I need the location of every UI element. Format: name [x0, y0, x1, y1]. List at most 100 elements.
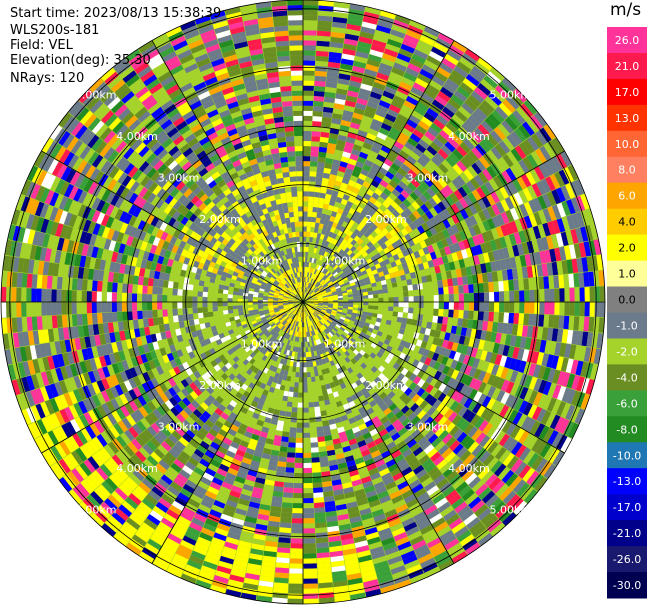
- velocity-gate: [463, 302, 470, 311]
- velocity-gate: [376, 154, 386, 163]
- velocity-gate: [508, 279, 515, 291]
- velocity-gate: [313, 232, 318, 238]
- velocity-gate: [420, 153, 431, 164]
- velocity-gate: [335, 212, 342, 220]
- velocity-gate: [518, 400, 529, 414]
- velocity-gate: [376, 285, 383, 290]
- velocity-gate: [275, 567, 289, 574]
- velocity-gate: [316, 307, 322, 311]
- velocity-gate: [314, 517, 327, 524]
- velocity-gate: [380, 212, 389, 220]
- velocity-gate: [410, 351, 418, 359]
- velocity-gate: [478, 311, 484, 321]
- velocity-gate: [347, 90, 359, 98]
- velocity-gate: [333, 228, 340, 235]
- velocity-gate: [312, 303, 318, 306]
- velocity-gate: [321, 293, 327, 296]
- velocity-gate: [525, 418, 537, 433]
- velocity-gate: [299, 362, 303, 368]
- velocity-gate: [312, 279, 316, 285]
- velocity-gate: [407, 239, 415, 247]
- velocity-gate: [439, 347, 447, 356]
- velocity-gate: [505, 368, 514, 381]
- velocity-gate: [453, 309, 459, 318]
- velocity-gate: [312, 206, 318, 213]
- velocity-gate: [328, 317, 334, 322]
- velocity-gate: [303, 442, 311, 448]
- velocity-gate: [361, 78, 375, 87]
- velocity-gate: [538, 314, 545, 327]
- velocity-gate: [337, 307, 343, 311]
- velocity-gate: [436, 66, 451, 78]
- velocity-gate: [332, 239, 339, 246]
- velocity-gate: [395, 238, 404, 247]
- velocity-gate: [446, 216, 456, 227]
- velocity-gate: [467, 319, 474, 329]
- velocity-gate: [312, 295, 318, 299]
- velocity-gate: [321, 208, 328, 215]
- velocity-gate: [318, 446, 327, 453]
- velocity-gate: [377, 183, 386, 192]
- velocity-gate: [364, 159, 374, 168]
- velocity-gate: [347, 309, 353, 313]
- velocity-gate: [323, 299, 329, 301]
- velocity-gate: [323, 235, 329, 241]
- velocity-gate: [376, 317, 382, 323]
- velocity-gate: [427, 126, 439, 138]
- velocity-gate: [463, 293, 470, 302]
- velocity-gate: [406, 195, 415, 205]
- velocity-gate: [343, 302, 349, 305]
- velocity-gate: [524, 375, 533, 389]
- velocity-gate: [391, 175, 401, 185]
- velocity-gate: [417, 39, 433, 51]
- velocity-gate: [371, 163, 381, 172]
- velocity-gate: [312, 305, 318, 308]
- velocity-gate: [341, 210, 349, 217]
- velocity-gate: [499, 291, 505, 302]
- velocity-gate: [462, 238, 471, 249]
- velocity-gate: [327, 305, 333, 309]
- velocity-gate: [523, 402, 533, 416]
- velocity-gate: [325, 86, 337, 94]
- velocity-gate: [350, 75, 363, 84]
- velocity-gate: [307, 299, 313, 302]
- velocity-gate: [437, 256, 444, 266]
- velocity-gate: [463, 153, 475, 166]
- velocity-gate: [318, 249, 323, 255]
- velocity-gate: [383, 338, 391, 346]
- velocity-gate: [433, 361, 441, 371]
- velocity-gate: [447, 181, 458, 193]
- velocity-gate: [434, 95, 448, 107]
- velocity-gate: [352, 309, 358, 314]
- velocity-gate: [303, 236, 307, 242]
- velocity-gate: [278, 537, 291, 544]
- velocity-gate: [516, 267, 524, 279]
- velocity-gate: [542, 193, 552, 208]
- velocity-gate: [523, 313, 530, 326]
- velocity-gate: [404, 207, 413, 217]
- velocity-gate: [542, 381, 552, 396]
- velocity-gate: [494, 160, 506, 173]
- velocity-gate: [450, 269, 458, 279]
- velocity-gate: [413, 250, 421, 259]
- velocity-gate: [427, 159, 438, 170]
- velocity-gate: [349, 252, 356, 259]
- velocity-gate: [312, 386, 318, 393]
- velocity-gate: [327, 66, 340, 74]
- velocity-gate: [413, 295, 419, 302]
- velocity-gate: [485, 351, 493, 363]
- velocity-gate: [445, 170, 456, 182]
- velocity-gate: [360, 227, 367, 235]
- velocity-gate: [308, 397, 314, 403]
- velocity-gate: [352, 248, 359, 255]
- velocity-gate: [303, 422, 310, 428]
- velocity-gate: [395, 205, 404, 215]
- velocity-gate: [392, 254, 400, 261]
- velocity-gate: [367, 327, 374, 333]
- velocity-gate: [390, 261, 397, 268]
- velocity-gate: [409, 191, 419, 201]
- velocity-gate: [303, 0, 319, 6]
- velocity-gate: [498, 102, 513, 117]
- velocity-gate: [517, 348, 525, 361]
- velocity-gate: [455, 326, 463, 336]
